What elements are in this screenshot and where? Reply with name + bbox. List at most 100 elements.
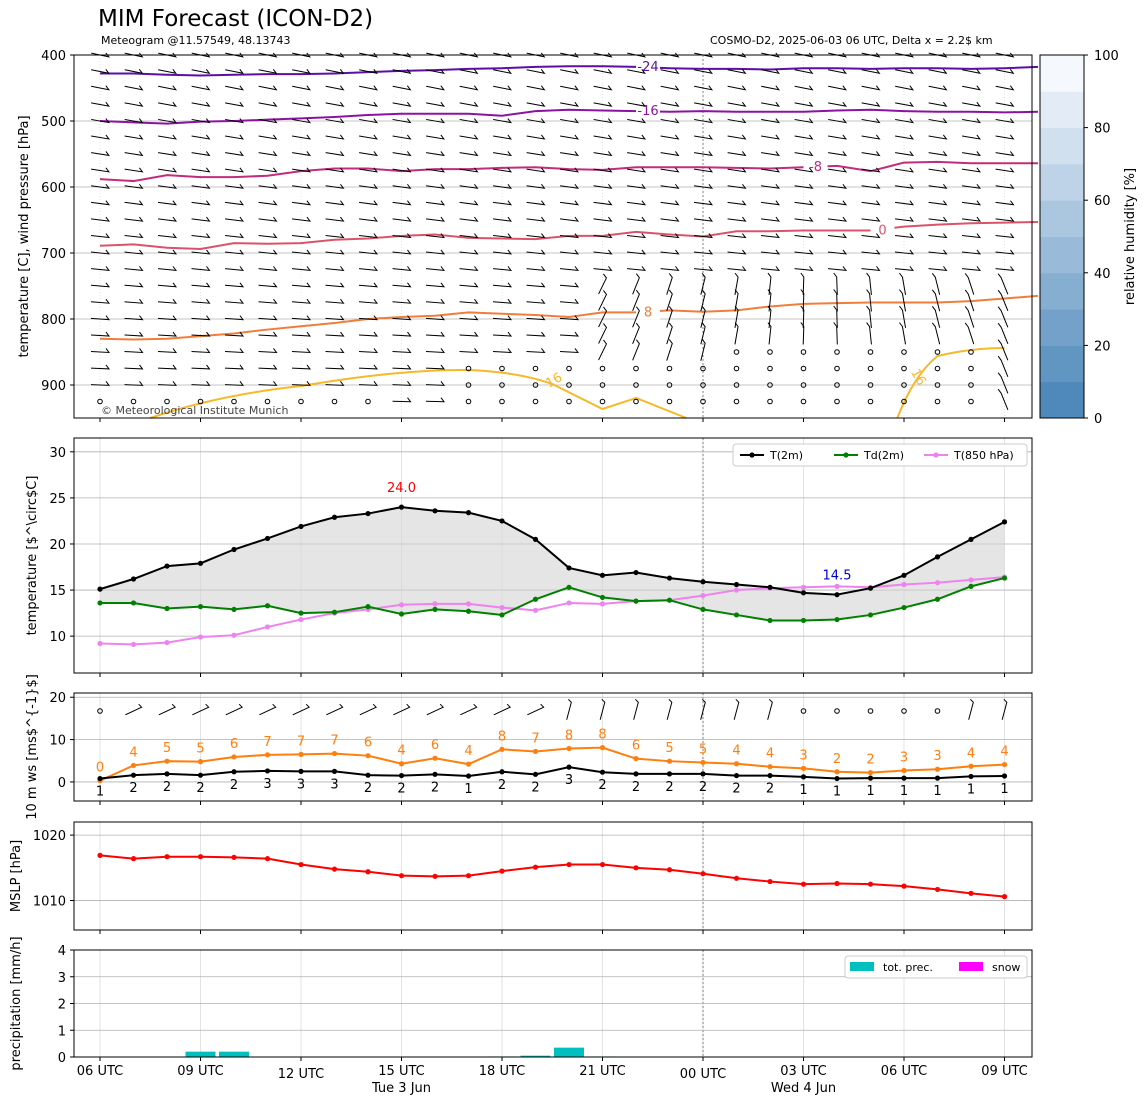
wind-barb xyxy=(191,200,211,206)
y-tick-label: 3 xyxy=(58,971,66,986)
wind-barb-calm xyxy=(867,365,874,372)
mean-wind-label: 2 xyxy=(431,780,439,795)
wind-barb-calm xyxy=(767,382,773,388)
chart-title: MIM Forecast (ICON-D2) xyxy=(98,6,374,32)
wind-barb xyxy=(258,249,278,255)
gust-value-label: 2 xyxy=(866,753,874,768)
wind-barb xyxy=(191,348,211,354)
wind-barb-calm xyxy=(867,349,874,355)
wind-barb xyxy=(694,85,714,91)
mean-wind-label: 1 xyxy=(799,783,807,798)
data-point xyxy=(465,608,472,614)
wind-barb xyxy=(426,151,446,157)
panel-frame xyxy=(73,821,1033,931)
wind-barb xyxy=(91,233,111,239)
data-point xyxy=(934,886,941,893)
data-point xyxy=(499,518,505,524)
data-point xyxy=(1001,761,1008,768)
wind-barb xyxy=(794,266,814,271)
data-point xyxy=(532,771,539,777)
data-point xyxy=(834,616,840,623)
wind-barb xyxy=(526,216,546,222)
wind-barb xyxy=(191,331,211,337)
wind-barb xyxy=(962,52,982,58)
wind-barb xyxy=(258,331,278,337)
wind-barb xyxy=(928,134,948,140)
wind-barb xyxy=(493,151,513,157)
data-point xyxy=(767,878,773,885)
gust-value-label: 7 xyxy=(263,735,271,750)
wind-barb-calm xyxy=(867,382,874,388)
wind-barb xyxy=(426,200,446,206)
wind-barb xyxy=(928,216,948,222)
wind-barb xyxy=(694,216,714,222)
wind-barb xyxy=(526,167,546,173)
wind-barb xyxy=(727,200,747,206)
gust-value-label: 3 xyxy=(933,749,941,764)
data-point xyxy=(331,768,338,774)
wind-barb xyxy=(694,68,714,75)
y-tick-label: 30 xyxy=(49,446,66,461)
wind-barb xyxy=(157,249,178,255)
wind-barb xyxy=(425,331,446,337)
wind-barb xyxy=(761,167,781,173)
wind-barb xyxy=(91,52,111,58)
wind-barb xyxy=(761,200,781,206)
wind-barb-calm xyxy=(834,398,840,405)
series-line xyxy=(99,766,1005,780)
mean-wind-label: 1 xyxy=(1000,782,1008,797)
wind-barb xyxy=(292,118,312,124)
wind-barb xyxy=(995,233,1015,239)
legend-marker xyxy=(933,452,939,458)
wind-barb-calm xyxy=(532,365,539,372)
wind-barb xyxy=(258,68,278,75)
wind-barb xyxy=(292,134,312,140)
max-temperature-label: 24.0 xyxy=(387,481,416,496)
data-point xyxy=(934,596,941,602)
wind-barb xyxy=(526,134,546,140)
wind-barb xyxy=(794,200,814,206)
wind-barb xyxy=(559,266,580,271)
wind-barb-calm xyxy=(97,398,103,405)
wind-barb xyxy=(224,315,245,321)
wind-barb xyxy=(325,101,345,107)
wind-barb-calm xyxy=(834,708,840,714)
wind-barb xyxy=(733,698,740,720)
colorbar-tick-label: 80 xyxy=(1094,122,1111,137)
wind-barb xyxy=(593,216,613,222)
wind-barb xyxy=(90,348,111,354)
wind-barb xyxy=(326,703,344,716)
y-tick-label: 15 xyxy=(49,584,66,599)
series-line xyxy=(99,854,1005,898)
wind-barb xyxy=(492,298,513,304)
wind-barb xyxy=(761,151,781,157)
wind-barb xyxy=(931,272,941,295)
wind-barb xyxy=(258,381,278,386)
mean-wind-label: 1 xyxy=(933,784,941,799)
wind-barb xyxy=(997,322,1009,345)
data-point xyxy=(968,763,974,769)
wind-barb xyxy=(225,68,245,75)
wind-barb xyxy=(767,272,772,296)
wind-barb xyxy=(962,200,982,206)
wind-barb xyxy=(91,134,111,140)
y-axis-label: MSLP [hPa] xyxy=(9,840,24,912)
wind-barb xyxy=(593,183,613,189)
wind-barb xyxy=(493,118,513,124)
wind-barb xyxy=(459,118,479,124)
wind-barb xyxy=(962,118,982,124)
y-axis-label: 10 m ws [ms$^{-1}$] xyxy=(25,674,40,820)
wind-barb xyxy=(895,118,915,124)
wind-barb xyxy=(794,85,814,91)
wind-barb xyxy=(899,322,907,345)
precip-bar xyxy=(219,1051,249,1057)
wind-barb xyxy=(359,167,379,173)
wind-barb xyxy=(828,216,848,222)
wind-barb xyxy=(358,331,379,337)
isotherm-label: 8 xyxy=(644,305,652,320)
wind-barb xyxy=(392,200,412,206)
gust-value-label: 4 xyxy=(397,744,405,759)
wind-barb xyxy=(694,101,714,107)
data-point xyxy=(398,504,405,510)
